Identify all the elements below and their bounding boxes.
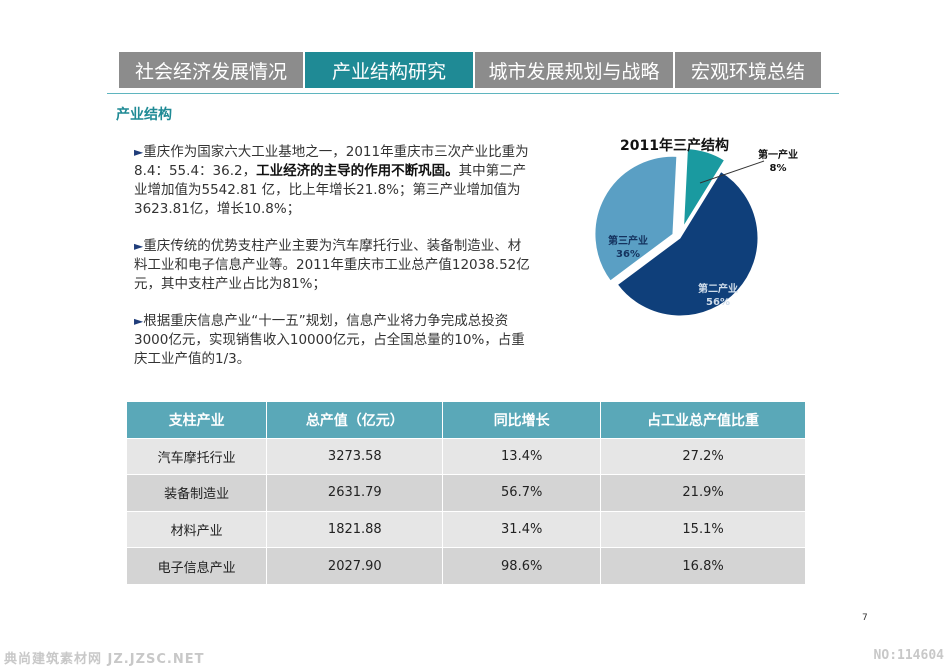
watermark-id: NO:114604	[873, 648, 944, 663]
slice-percent: 56%	[706, 297, 730, 308]
table-cell: 21.9%	[600, 474, 806, 511]
table-cell: 汽车摩托行业	[127, 437, 268, 475]
table-header-cell: 同比增长	[442, 402, 602, 438]
table-cell: 31.4%	[442, 510, 602, 548]
bullet-text: 重庆作为国家六大工业基地之一，2011年重庆市三次产业比重为8.4：55.4：3…	[134, 144, 529, 179]
pie-slice-3	[594, 155, 678, 282]
section-tab-bar: 社会经济发展情况 产业结构研究 城市发展规划与战略 宏观环境总结	[119, 52, 821, 88]
table-header-row: 支柱产业 总产值（亿元） 同比增长 占工业总产值比重	[127, 402, 806, 438]
table-header-cell: 占工业总产值比重	[600, 402, 806, 438]
table-cell: 3273.58	[266, 437, 444, 475]
table-row: 电子信息产业 2027.90 98.6% 16.8%	[127, 547, 806, 584]
header-divider	[107, 93, 839, 94]
section-title: 产业结构	[116, 107, 172, 123]
tab-urban-planning[interactable]: 城市发展规划与战略	[475, 52, 675, 88]
bullet-list: ►重庆作为国家六大工业基地之一，2011年重庆市三次产业比重为8.4：55.4：…	[134, 143, 534, 387]
slice-percent: 36%	[616, 249, 640, 260]
bullet-bold-text: 工业经济的主导的作用不断巩固。	[256, 163, 459, 179]
table-cell: 15.1%	[600, 510, 806, 548]
pie-slice-2	[616, 170, 759, 317]
slice-label-tertiary: 第三产业 36%	[608, 235, 648, 261]
bullet-item-2: ►重庆传统的优势支柱产业主要为汽车摩托行业、装备制造业、材料工业和电子信息产业等…	[134, 237, 534, 294]
bullet-item-3: ►根据重庆信息产业“十一五”规划，信息产业将力争完成总投资3000亿元，实现销售…	[134, 312, 534, 369]
slice-name: 第一产业	[758, 150, 798, 161]
bullet-text: 重庆传统的优势支柱产业主要为汽车摩托行业、装备制造业、材料工业和电子信息产业等。…	[134, 238, 530, 292]
pillar-industry-table: 支柱产业 总产值（亿元） 同比增长 占工业总产值比重 汽车摩托行业 3273.5…	[127, 402, 806, 584]
table-cell: 27.2%	[600, 437, 806, 475]
table-cell: 16.8%	[600, 547, 806, 584]
table-cell: 1821.88	[266, 510, 444, 548]
table-header-cell: 总产值（亿元）	[266, 402, 444, 438]
pie-chart-svg	[594, 148, 765, 317]
table-header-cell: 支柱产业	[127, 402, 268, 438]
table-row: 汽车摩托行业 3273.58 13.4% 27.2%	[127, 437, 806, 475]
watermark-site: 典尚建筑素材网 JZ.JZSC.NET	[4, 652, 205, 667]
page-number: 7	[862, 613, 868, 623]
pie-chart: 2011年三产结构 第一产业 8% 第二产业 56% 第三产业 36%	[580, 125, 850, 325]
bullet-text: 其中第二产业增加值为5542.81 亿，比上年增长21.8%；第三产业增加值为3…	[134, 163, 527, 217]
slice-percent: 8%	[769, 163, 787, 174]
bullet-text: 根据重庆信息产业“十一五”规划，信息产业将力争完成总投资3000亿元，实现销售收…	[134, 313, 525, 367]
table-cell: 2027.90	[266, 547, 444, 584]
tab-industrial-structure[interactable]: 产业结构研究	[305, 52, 475, 88]
slice-name: 第三产业	[608, 236, 648, 247]
table-cell: 材料产业	[127, 510, 268, 548]
table-cell: 装备制造业	[127, 474, 268, 511]
table-row: 装备制造业 2631.79 56.7% 21.9%	[127, 474, 806, 511]
slice-label-secondary: 第二产业 56%	[698, 283, 738, 309]
bullet-item-1: ►重庆作为国家六大工业基地之一，2011年重庆市三次产业比重为8.4：55.4：…	[134, 143, 534, 219]
table-cell: 56.7%	[442, 474, 602, 511]
tab-economic-development[interactable]: 社会经济发展情况	[119, 52, 305, 88]
pie-slice-1	[683, 148, 726, 227]
slice-name: 第二产业	[698, 284, 738, 295]
leader-line	[699, 160, 765, 184]
table-row: 材料产业 1821.88 31.4% 15.1%	[127, 510, 806, 548]
table-cell: 2631.79	[266, 474, 444, 511]
table-cell: 98.6%	[442, 547, 602, 584]
arrow-icon: ►	[134, 239, 144, 253]
slice-label-primary: 第一产业 8%	[758, 149, 798, 175]
table-cell: 电子信息产业	[127, 547, 268, 584]
arrow-icon: ►	[134, 145, 144, 159]
tab-macro-summary[interactable]: 宏观环境总结	[675, 52, 821, 88]
chart-title: 2011年三产结构	[620, 138, 729, 154]
arrow-icon: ►	[134, 314, 144, 328]
table-cell: 13.4%	[442, 437, 602, 475]
